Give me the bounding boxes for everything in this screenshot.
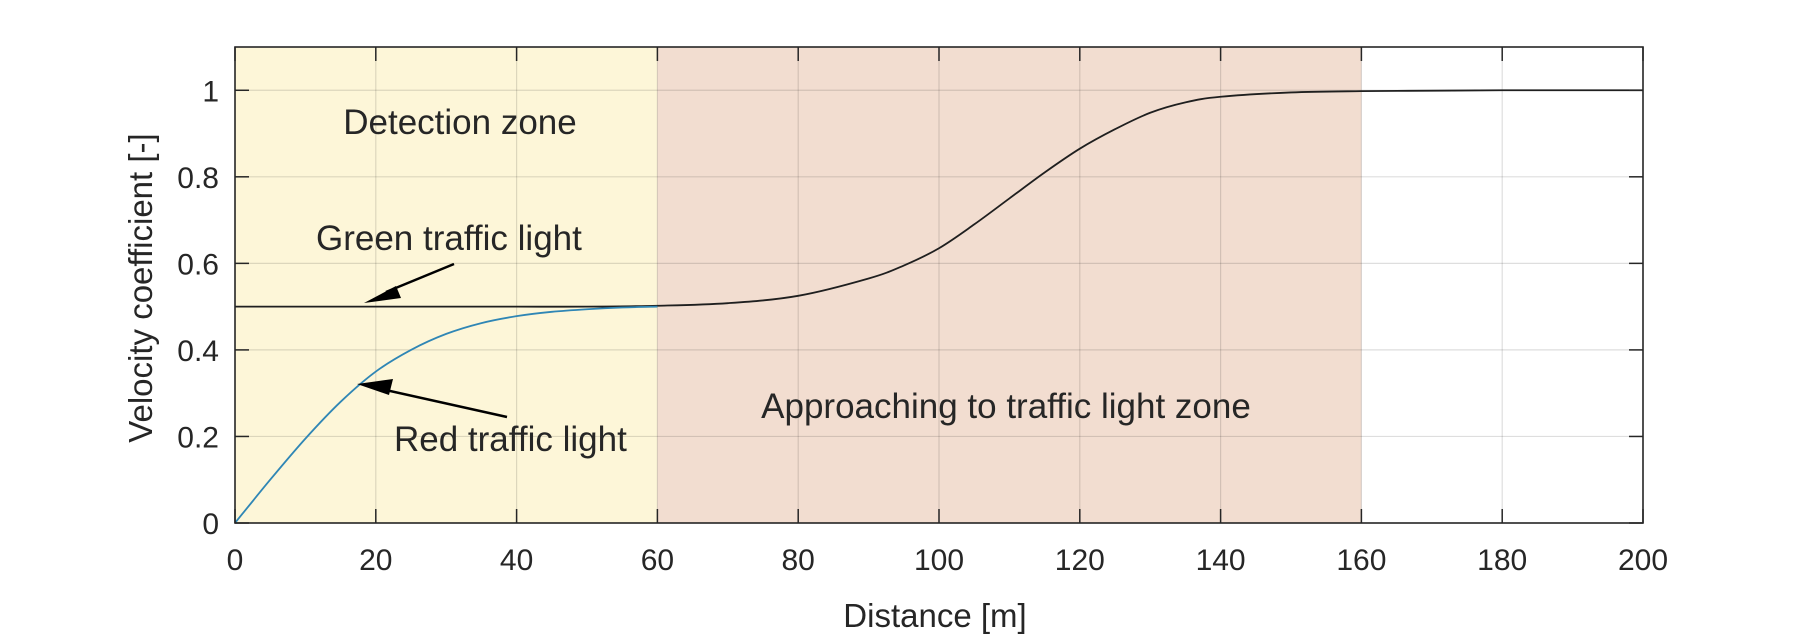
x-tick-label: 180 <box>1477 544 1527 577</box>
annotation-approaching-zone: Approaching to traffic light zone <box>761 387 1251 426</box>
x-axis-title: Distance [m] <box>843 597 1026 634</box>
arrow-red-traffic-light <box>357 379 508 419</box>
y-tick-label: 0.2 <box>177 421 219 454</box>
zone-band-1 <box>235 47 658 523</box>
annotation-red-traffic-light: Red traffic light <box>394 420 627 459</box>
x-tick-label: 100 <box>914 544 964 577</box>
x-tick-label: 80 <box>782 544 815 577</box>
x-tick-label: 20 <box>359 544 392 577</box>
x-tick-label: 60 <box>641 544 674 577</box>
zones-layer <box>235 47 1362 523</box>
y-tick-label: 0.8 <box>177 162 219 195</box>
x-tick-label: 200 <box>1618 544 1668 577</box>
axes-layer: 0 20 40 60 80 100 120 140 160 180 200 0 0.2 0.4 0.6 0.8… <box>177 46 1668 577</box>
x-tick-label: 140 <box>1196 544 1246 577</box>
y-tick-label: 1 <box>202 75 219 108</box>
annotation-detection-zone: Detection zone <box>343 103 576 142</box>
series-layer <box>234 89 1643 524</box>
x-tick-label: 120 <box>1055 544 1105 577</box>
x-tick-label: 0 <box>227 544 244 577</box>
arrow-green-traffic-light <box>364 262 455 303</box>
series-line-1 <box>234 89 1643 308</box>
series-line-2 <box>234 305 658 524</box>
y-tick-label: 0.4 <box>177 335 219 368</box>
zone-band-2 <box>657 47 1362 523</box>
annotation-green-traffic-light: Green traffic light <box>316 219 582 258</box>
y-tick-label: 0 <box>202 508 219 541</box>
x-tick-label: 160 <box>1336 544 1386 577</box>
y-tick-label: 0.6 <box>177 248 219 281</box>
x-tick-label: 40 <box>500 544 533 577</box>
y-axis-title: Velocity coefficient [-] <box>122 133 159 442</box>
